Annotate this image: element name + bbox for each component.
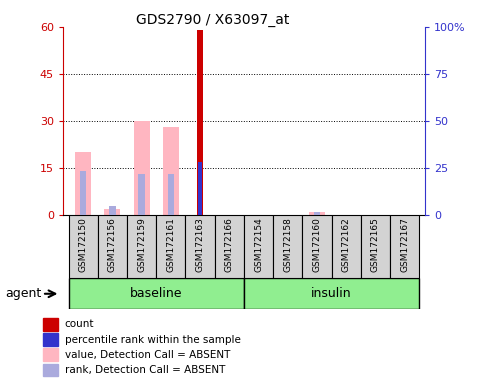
Bar [309,212,325,215]
Bar [127,215,156,278]
Text: percentile rank within the sample: percentile rank within the sample [65,334,241,344]
Text: GSM172167: GSM172167 [400,218,409,273]
Text: value, Detection Call = ABSENT: value, Detection Call = ABSENT [65,350,230,360]
Text: GSM172156: GSM172156 [108,218,117,273]
Text: insulin: insulin [311,287,352,300]
Bar [43,318,58,331]
Bar [168,174,174,215]
Text: agent: agent [5,287,41,300]
Bar [215,215,244,278]
Bar [80,171,86,215]
Bar [69,215,98,278]
Bar [390,215,419,278]
Bar [244,215,273,278]
Text: GSM172150: GSM172150 [79,218,88,273]
Bar [185,215,215,278]
Bar [244,278,419,309]
Text: GSM172163: GSM172163 [196,218,205,273]
Bar [361,215,390,278]
Text: GSM172166: GSM172166 [225,218,234,273]
Text: GSM172154: GSM172154 [254,218,263,272]
Text: GSM172161: GSM172161 [166,218,175,273]
Bar [198,162,202,215]
Text: GSM172158: GSM172158 [283,218,292,273]
Text: rank, Detection Call = ABSENT: rank, Detection Call = ABSENT [65,365,225,375]
Text: count: count [65,319,94,329]
Bar [75,152,91,215]
Bar [43,333,58,346]
Text: GSM172160: GSM172160 [313,218,322,273]
Bar [43,349,58,361]
Bar [69,278,244,309]
Text: GSM172162: GSM172162 [341,218,351,272]
Bar [273,215,302,278]
Bar [139,174,145,215]
Bar [302,215,331,278]
Text: baseline: baseline [130,287,183,300]
Text: GSM172159: GSM172159 [137,218,146,273]
Text: GSM172165: GSM172165 [371,218,380,273]
Bar [197,30,203,215]
Bar [104,209,120,215]
Bar [98,215,127,278]
Bar [163,127,179,215]
Bar [331,215,361,278]
Text: GDS2790 / X63097_at: GDS2790 / X63097_at [136,13,289,27]
Bar [314,212,320,215]
Bar [109,206,115,215]
Bar [134,121,150,215]
Bar [156,215,185,278]
Bar [43,364,58,376]
